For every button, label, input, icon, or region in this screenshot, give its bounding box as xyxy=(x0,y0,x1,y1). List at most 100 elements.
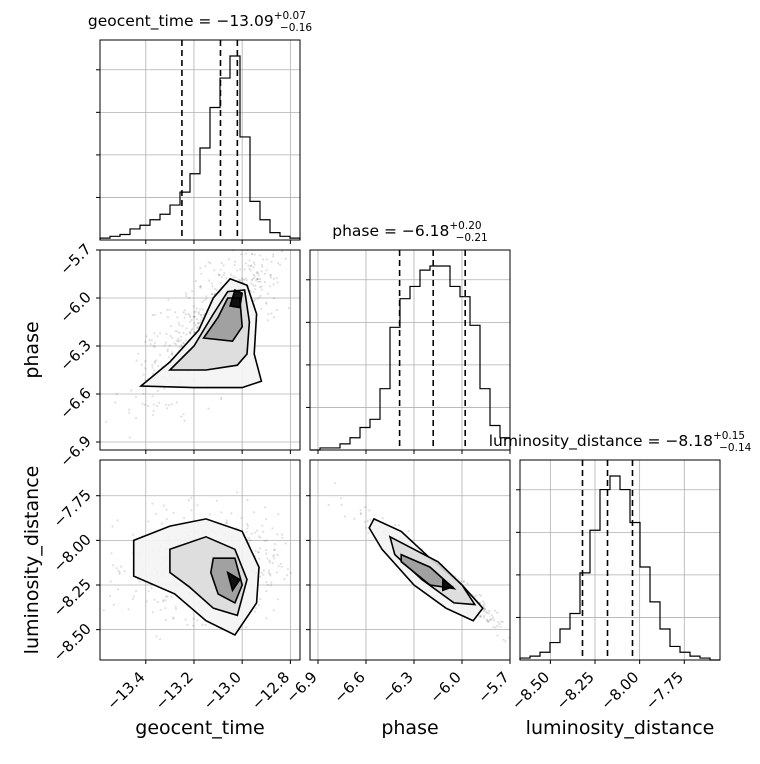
scatter-point xyxy=(257,278,260,281)
scatter-point xyxy=(168,404,171,407)
scatter-point xyxy=(265,258,268,261)
scatter-point xyxy=(188,314,191,317)
scatter-point xyxy=(359,511,362,515)
scatter-point xyxy=(182,341,185,344)
scatter-point xyxy=(273,557,276,560)
scatter-point xyxy=(159,311,163,315)
scatter-point xyxy=(215,499,218,502)
scatter-point xyxy=(239,268,242,271)
scatter-point xyxy=(255,279,258,282)
scatter-point xyxy=(219,281,222,284)
scatter-point xyxy=(199,321,202,324)
scatter-point xyxy=(180,415,183,418)
scatter-point xyxy=(174,329,177,333)
scatter-point xyxy=(225,519,228,522)
scatter-point xyxy=(200,272,203,275)
scatter-point xyxy=(182,413,185,416)
scatter-point xyxy=(255,272,258,275)
scatter-point xyxy=(183,419,186,422)
scatter-point xyxy=(256,529,259,532)
scatter-point xyxy=(245,279,248,282)
scatter-point xyxy=(185,327,188,330)
scatter-point xyxy=(193,311,196,314)
scatter-point xyxy=(173,342,176,345)
scatter-point xyxy=(166,308,169,311)
scatter-point xyxy=(248,267,251,270)
scatter-point xyxy=(261,524,264,527)
scatter-point xyxy=(178,324,181,327)
x-tick-label: −8.00 xyxy=(597,668,642,713)
scatter-point xyxy=(151,413,154,417)
scatter-point xyxy=(165,332,168,335)
scatter-point xyxy=(147,520,150,523)
scatter-point xyxy=(127,608,130,611)
scatter-point xyxy=(364,506,367,509)
scatter-point xyxy=(170,403,173,406)
scatter-point xyxy=(257,535,260,538)
scatter-point xyxy=(213,287,216,291)
scatter-point xyxy=(144,360,147,363)
panel-title-geocent-time: geocent_time = −13.09+0.07 −0.16 xyxy=(88,10,312,34)
scatter-point xyxy=(170,595,173,598)
scatter-point xyxy=(363,520,366,523)
scatter-point xyxy=(177,321,180,324)
scatter-point xyxy=(199,308,202,311)
scatter-point xyxy=(149,343,152,346)
scatter-point xyxy=(153,342,156,345)
scatter-point xyxy=(280,565,283,568)
scatter-point xyxy=(253,277,256,280)
scatter-point xyxy=(483,614,486,618)
scatter-point xyxy=(166,348,169,351)
scatter-point xyxy=(256,278,259,281)
scatter-point xyxy=(279,562,282,565)
scatter-point xyxy=(144,367,147,370)
scatter-point xyxy=(168,344,171,347)
scatter-point xyxy=(266,557,269,560)
scatter-point xyxy=(270,260,273,263)
scatter-point xyxy=(244,252,248,255)
scatter-point xyxy=(165,407,169,410)
scatter-point xyxy=(192,624,195,627)
scatter-point xyxy=(204,623,207,627)
scatter-point xyxy=(278,263,282,266)
scatter-point xyxy=(221,276,224,279)
scatter-point xyxy=(273,554,276,557)
scatter-point xyxy=(199,285,202,288)
scatter-point xyxy=(196,321,200,325)
scatter-point xyxy=(209,262,212,265)
scatter-point xyxy=(184,313,187,316)
scatter-point xyxy=(192,315,195,318)
scatter-point xyxy=(132,533,135,536)
scatter-point xyxy=(267,569,271,572)
scatter-point xyxy=(250,252,253,255)
scatter-point xyxy=(487,620,490,623)
scatter-point xyxy=(132,595,135,598)
scatter-point xyxy=(176,316,179,319)
scatter-point xyxy=(168,308,171,311)
scatter-point xyxy=(164,341,167,344)
scatter-point xyxy=(196,504,199,507)
scatter-point xyxy=(251,277,254,281)
scatter-point xyxy=(155,512,158,515)
scatter-point xyxy=(504,640,507,643)
scatter-point xyxy=(394,524,397,527)
scatter-point xyxy=(185,333,188,336)
scatter-point xyxy=(177,340,181,343)
scatter-point xyxy=(490,618,493,621)
scatter-point xyxy=(272,555,275,558)
scatter-point xyxy=(265,552,268,555)
title-plus: +0.07 xyxy=(274,10,306,22)
y-tick-label: −8.50 xyxy=(50,620,95,665)
density-contour xyxy=(229,288,244,309)
scatter-point xyxy=(488,609,491,613)
y-tick-label: −6.9 xyxy=(56,432,94,470)
scatter-point xyxy=(501,620,504,624)
x-tick-label: −6.9 xyxy=(282,668,320,706)
y-tick-label: −7.75 xyxy=(50,486,95,531)
scatter-point xyxy=(269,276,272,279)
scatter-point xyxy=(158,354,162,357)
title-plus: +0.15 xyxy=(713,430,745,442)
scatter-point xyxy=(244,277,247,280)
scatter-point xyxy=(219,268,222,271)
